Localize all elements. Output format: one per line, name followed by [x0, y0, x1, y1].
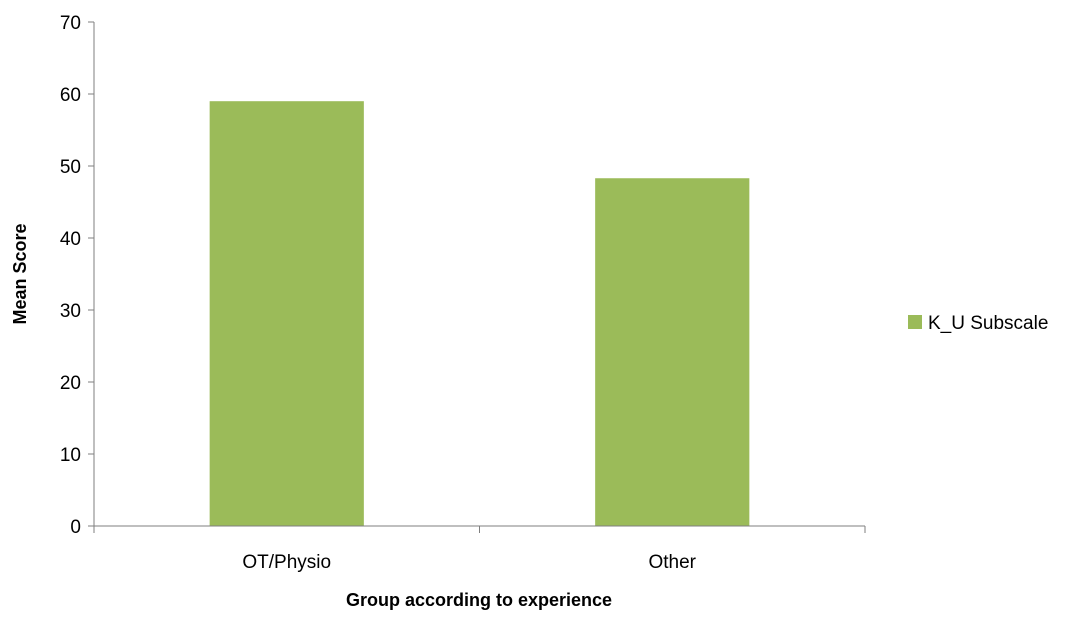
- y-tick-label: 0: [70, 517, 81, 538]
- y-tick-label: 20: [60, 373, 81, 394]
- y-tick-label: 50: [60, 157, 81, 178]
- legend: K_U Subscale: [908, 313, 1048, 334]
- bar: [595, 178, 750, 527]
- bars-group: [209, 101, 750, 527]
- legend-swatch: [908, 315, 922, 329]
- x-axis: OT/Physio Other: [93, 525, 866, 573]
- y-tick-label: 70: [60, 13, 81, 34]
- y-tick-label: 60: [60, 85, 81, 106]
- y-axis-title: Mean Score: [10, 223, 30, 324]
- bar: [209, 101, 364, 526]
- y-tick-label: 30: [60, 301, 81, 322]
- x-tick-label: OT/Physio: [242, 552, 331, 573]
- y-tick-label: 10: [60, 445, 81, 466]
- y-tick-label: 40: [60, 229, 81, 250]
- legend-label: K_U Subscale: [928, 313, 1048, 334]
- y-axis: 0 10 20 30 40 50 60 70: [60, 13, 95, 538]
- x-tick-label: Other: [648, 552, 696, 573]
- x-axis-title: Group according to experience: [346, 590, 612, 610]
